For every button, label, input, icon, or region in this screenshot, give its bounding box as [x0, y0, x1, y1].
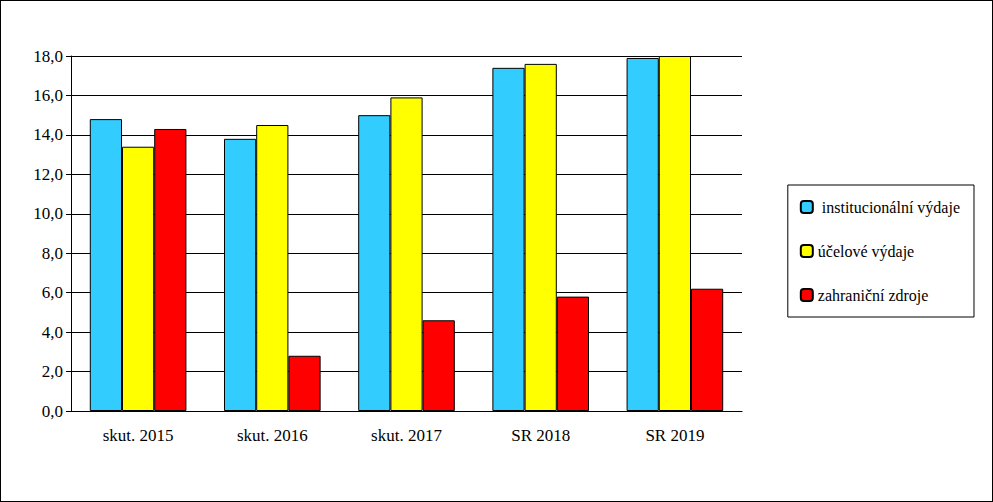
svg-text:účelové výdaje: účelové výdaje: [818, 243, 914, 261]
svg-text:16,0: 16,0: [33, 86, 63, 105]
svg-text:zahraniční zdroje: zahraniční zdroje: [818, 287, 929, 305]
svg-text:8,0: 8,0: [42, 244, 63, 263]
svg-text:12,0: 12,0: [33, 165, 63, 184]
svg-text:SR 2018: SR 2018: [511, 426, 570, 445]
svg-text:2,0: 2,0: [42, 362, 63, 381]
svg-text:institucionální výdaje: institucionální výdaje: [818, 199, 960, 217]
svg-text:skut. 2015: skut. 2015: [103, 426, 174, 445]
svg-text:6,0: 6,0: [42, 283, 63, 302]
svg-text:10,0: 10,0: [33, 204, 63, 223]
svg-text:skut. 2017: skut. 2017: [371, 426, 442, 445]
svg-text:4,0: 4,0: [42, 323, 63, 342]
svg-text:0,0: 0,0: [42, 402, 63, 421]
svg-text:14,0: 14,0: [33, 125, 63, 144]
svg-text:18,0: 18,0: [33, 47, 63, 66]
svg-text:SR 2019: SR 2019: [645, 426, 704, 445]
svg-text:skut. 2016: skut. 2016: [237, 426, 308, 445]
